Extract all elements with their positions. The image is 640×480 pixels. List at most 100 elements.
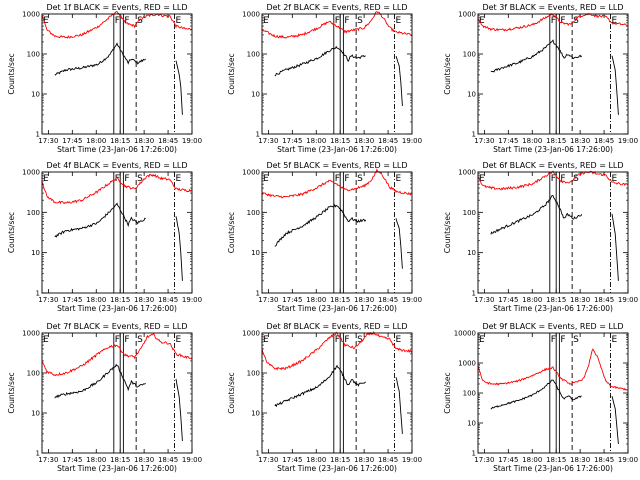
y-tick-label: 1 (256, 290, 260, 298)
x-tick-label: 18:00 (86, 296, 106, 304)
series-lld-line (41, 173, 193, 205)
x-tick-label: 18:30 (570, 456, 590, 464)
x-tick-label: 18:30 (354, 296, 374, 304)
series-lld-line (41, 11, 193, 39)
plot-frame (41, 13, 193, 135)
series-events-line (54, 202, 146, 238)
x-tick-label: 18:30 (570, 296, 590, 304)
x-tick-label: 18:30 (570, 137, 590, 145)
x-tick-label: 17:30 (474, 456, 494, 464)
marker-label: E (395, 16, 401, 26)
marker-label: F (115, 174, 120, 184)
series-events-line-tail (395, 218, 403, 269)
x-tick-label: 17:30 (38, 137, 58, 145)
x-axis-label: Start Time (23-Jan-06 17:26:00) (57, 145, 177, 154)
plot-frame (261, 332, 413, 454)
marker-label: F (551, 16, 556, 26)
series-events-line (490, 379, 582, 410)
panel-8: Det 8f BLACK = Events, RED = LLD 1 10 100 10… (227, 322, 422, 473)
x-tick-label: 18:00 (86, 456, 106, 464)
x-tick-label: 17:30 (474, 296, 494, 304)
y-tick-label: 100 (247, 209, 260, 217)
series-events-line-tail (611, 55, 619, 115)
marker-label: S (137, 16, 143, 26)
series-events-line (274, 45, 366, 77)
panel-7: Det 7f BLACK = Events, RED = LLD 1 10 100 10… (7, 322, 202, 473)
series-lld-line (261, 11, 413, 39)
series-events-line-tail (395, 55, 403, 107)
x-axis-label: Start Time (23-Jan-06 17:26:00) (493, 464, 613, 473)
x-tick-label: 18:30 (134, 137, 154, 145)
x-tick-label: 19:00 (182, 456, 202, 464)
marker-label: F (560, 174, 565, 184)
x-tick-label: 17:45 (282, 456, 302, 464)
x-tick-label: 18:00 (306, 296, 326, 304)
x-tick-label: 18:30 (354, 137, 374, 145)
y-axis-label: Counts/sec (227, 372, 236, 413)
y-tick-label: 1000 (242, 330, 260, 338)
x-tick-label: 18:45 (158, 296, 178, 304)
marker-label: F (344, 335, 349, 345)
panel-title: Det 5f BLACK = Events, RED = LLD (266, 161, 407, 170)
marker-label: E (175, 335, 181, 345)
x-tick-label: 18:30 (354, 456, 374, 464)
panel-3: Det 3f BLACK = Events, RED = LLD 1 10 100 10… (443, 3, 638, 154)
x-tick-label: 17:45 (498, 137, 518, 145)
marker-label: E (43, 335, 49, 345)
y-tick-label: 1000 (458, 360, 476, 368)
series-lld-line (477, 170, 629, 191)
x-tick-label: 19:00 (182, 296, 202, 304)
x-tick-label: 17:45 (498, 296, 518, 304)
y-tick-label: 1 (256, 450, 260, 458)
y-tick-label: 1000 (22, 330, 40, 338)
x-tick-label: 17:30 (38, 456, 58, 464)
x-tick-label: 17:45 (282, 137, 302, 145)
x-axis-label: Start Time (23-Jan-06 17:26:00) (277, 145, 397, 154)
series-events-line-tail (175, 216, 183, 281)
y-tick-label: 1 (472, 290, 476, 298)
y-tick-label: 100 (463, 209, 476, 217)
marker-label: F (335, 174, 340, 184)
panel-title: Det 8f BLACK = Events, RED = LLD (266, 322, 407, 331)
x-tick-label: 18:15 (110, 137, 130, 145)
x-tick-label: 17:30 (258, 137, 278, 145)
x-tick-label: 18:00 (522, 296, 542, 304)
marker-label: E (479, 174, 485, 184)
marker-label: E (263, 16, 269, 26)
panel-title: Det 2f BLACK = Events, RED = LLD (266, 3, 407, 12)
marker-label: S (137, 174, 143, 184)
panel-title: Det 1f BLACK = Events, RED = LLD (46, 3, 187, 12)
marker-label: E (43, 16, 49, 26)
marker-label: F (335, 335, 340, 345)
y-tick-label: 100 (463, 51, 476, 59)
y-tick-label: 100 (463, 390, 476, 398)
y-tick-label: 1 (472, 450, 476, 458)
marker-label: F (551, 174, 556, 184)
marker-label: S (357, 335, 363, 345)
y-tick-label: 10000 (454, 330, 476, 338)
marker-label: F (560, 16, 565, 26)
y-axis-label: Counts/sec (227, 53, 236, 94)
y-tick-label: 10 (31, 410, 40, 418)
marker-label: S (573, 174, 579, 184)
marker-label: F (560, 335, 565, 345)
y-axis-label: Counts/sec (7, 372, 16, 413)
series-events-line-tail (395, 377, 403, 434)
y-tick-label: 10 (251, 91, 260, 99)
y-tick-label: 1 (36, 450, 40, 458)
y-tick-label: 1000 (458, 169, 476, 177)
x-tick-label: 18:00 (86, 137, 106, 145)
plot-frame (261, 171, 413, 294)
x-tick-label: 18:00 (522, 456, 542, 464)
plot-frame (477, 171, 629, 294)
x-tick-label: 18:15 (546, 137, 566, 145)
x-axis-label: Start Time (23-Jan-06 17:26:00) (57, 464, 177, 473)
series-events-line (54, 363, 146, 399)
x-tick-label: 18:45 (594, 296, 614, 304)
marker-label: E (175, 174, 181, 184)
marker-label: E (395, 174, 401, 184)
marker-label: S (357, 174, 363, 184)
y-tick-label: 10 (467, 249, 476, 257)
x-axis-label: Start Time (23-Jan-06 17:26:00) (57, 304, 177, 313)
series-events-line-tail (175, 60, 183, 115)
